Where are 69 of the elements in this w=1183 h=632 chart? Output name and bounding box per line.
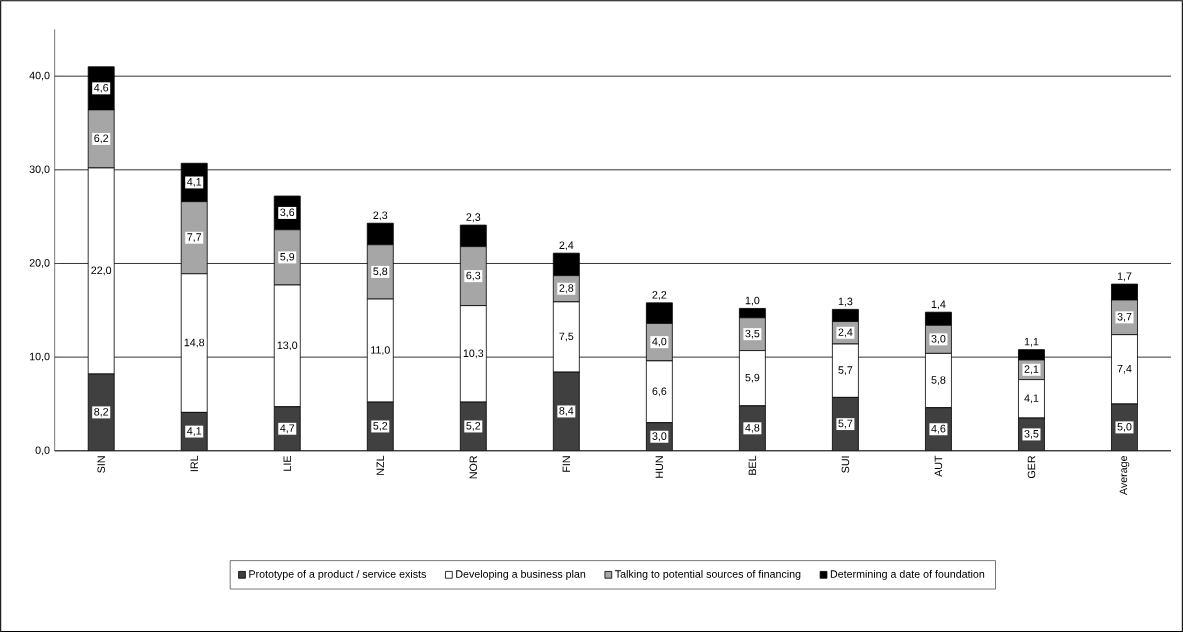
data-label: 2,4 [838,328,853,338]
x-tick-label: FIN [562,456,570,472]
data-label: 6,2 [94,134,109,144]
data-label: 3,6 [280,208,295,218]
data-label: 13,0 [277,341,298,351]
data-label: 4,6 [931,424,946,434]
data-label: 22,0 [91,266,112,276]
x-tick-label: SUI [841,456,850,473]
data-label: 2,2 [652,290,667,300]
x-tick-label: IRL [190,455,198,472]
y-tick-label: 20,0 [29,259,50,268]
data-label: 8,4 [559,406,574,416]
data-label: 3,7 [1117,312,1132,322]
data-label: 8,2 [94,407,109,417]
data-label: 3,0 [931,334,946,344]
data-label: 1,4 [931,300,946,310]
data-label: 5,2 [373,421,388,431]
data-label: 7,4 [1117,364,1132,374]
y-tick-label: 10,0 [30,352,50,362]
data-label: 2,8 [559,284,574,294]
data-label: 4,8 [745,423,760,433]
data-label: 2,3 [373,211,388,221]
x-tick-label: SIN [97,456,105,473]
x-tick-label: NZL [376,455,384,475]
legend-label: Talking to potential sources of financing [615,569,801,580]
data-label: 3,5 [1024,429,1039,439]
data-label: 5,8 [373,267,388,277]
data-label: 2,1 [1024,365,1039,375]
data-label: 5,9 [280,252,295,262]
x-tick-label: HUN [655,456,664,478]
data-label: 5,7 [838,419,853,429]
x-tick-label: AUT [934,455,943,477]
data-label: 4,1 [187,178,202,187]
data-label: 10,3 [463,349,484,359]
y-tick-label: 0,0 [35,446,50,456]
x-tick-label: GER [1027,455,1036,478]
data-label: 1,1 [1024,337,1039,347]
x-tick-label: LIE [283,455,291,471]
y-tick-label: 40,0 [29,71,50,81]
data-label: 2,3 [466,213,481,223]
data-label: 5,0 [1117,422,1132,432]
data-label: 3,5 [745,329,760,339]
data-label: 5,2 [466,421,481,431]
data-label: 4,1 [187,427,202,436]
data-label: 3,0 [652,432,667,442]
data-label: 6,3 [466,271,481,281]
data-label: 1,7 [1117,272,1132,282]
data-label: 1,3 [838,297,853,307]
data-label: 6,6 [652,387,667,397]
data-label: 11,0 [371,346,390,355]
data-label: 4,6 [94,83,109,93]
data-label: 2,4 [559,241,574,251]
data-label: 4,1 [1024,394,1039,404]
y-tick-label: 30,0 [29,165,50,175]
data-label: 5,9 [745,373,760,383]
legend-label: Developing a business plan [456,569,586,580]
legend-label: Determining a date of foundation [830,569,985,580]
data-label: 1,0 [745,296,760,306]
data-label: 5,8 [931,376,946,385]
data-label: 4,7 [280,424,295,434]
legend-label: Prototype of a product / service exists [249,569,426,580]
data-label: 5,7 [838,366,853,375]
x-tick-label: BEL [748,455,757,475]
data-label: 7,5 [559,332,574,342]
data-label: 7,7 [187,233,202,242]
data-label: 14,8 [184,338,205,348]
x-tick-label: NOR [469,455,478,479]
data-label: 4,0 [652,337,667,347]
x-tick-label: Average [1119,455,1130,495]
